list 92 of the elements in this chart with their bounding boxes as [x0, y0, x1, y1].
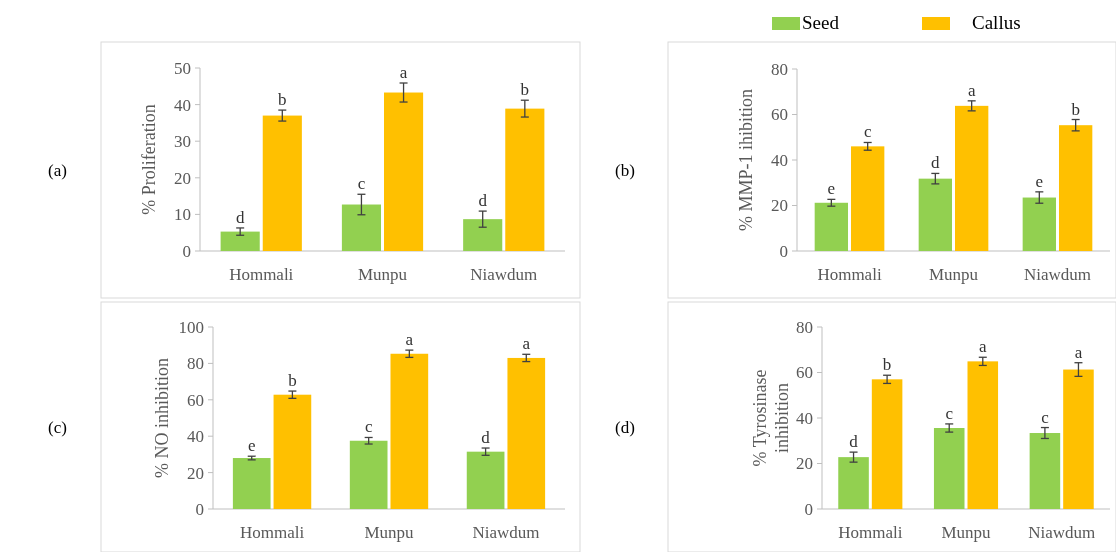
bar — [838, 457, 869, 509]
y-tick-label: 60 — [187, 390, 204, 410]
data-label: a — [405, 330, 414, 350]
bar — [1058, 125, 1093, 251]
data-label: e — [247, 436, 256, 456]
x-tick-label: Hommali — [239, 523, 305, 542]
bar — [918, 178, 952, 251]
y-tick-label: 40 — [187, 427, 204, 447]
data-label: c — [945, 403, 954, 423]
y-tick-label: 20 — [174, 168, 191, 188]
data-label: a — [967, 80, 976, 100]
y-tick-label: 80 — [771, 59, 788, 79]
bar — [273, 394, 312, 509]
y-tick-label: 40 — [796, 408, 813, 428]
text: (b) — [615, 161, 635, 180]
y-tick-label: 50 — [174, 58, 191, 78]
data-label: d — [235, 207, 245, 227]
bar — [384, 92, 424, 251]
bar — [349, 440, 388, 509]
x-tick-label: Niawdum — [1023, 265, 1092, 284]
data-label: b — [278, 90, 287, 110]
data-label: d — [478, 191, 488, 211]
x-tick-label: Munpu — [364, 523, 415, 542]
x-tick-label: Munpu — [941, 523, 992, 542]
legend-label: Seed — [802, 12, 840, 33]
bar — [507, 357, 546, 509]
data-label: a — [1074, 342, 1083, 362]
y-tick-label: 0 — [182, 241, 191, 261]
y-axis-title: % Proliferation — [139, 104, 159, 215]
y-tick-label: 0 — [804, 499, 813, 519]
y-tick-label: 20 — [187, 463, 204, 483]
y-tick-label: 10 — [174, 205, 191, 225]
x-tick-label: Hommali — [838, 523, 903, 542]
data-label: b — [520, 80, 530, 100]
bar — [220, 231, 260, 251]
y-axis-title: % Tyrosinase inhibition — [750, 369, 792, 467]
x-tick-label: Munpu — [357, 265, 408, 284]
data-label: c — [357, 174, 366, 194]
y-tick-label: 0 — [779, 241, 788, 261]
bar — [871, 379, 903, 509]
y-tick-label: 20 — [771, 196, 788, 216]
data-label: d — [481, 428, 491, 448]
y-tick-label: 60 — [796, 363, 813, 383]
bar — [1063, 369, 1094, 509]
data-label: a — [399, 63, 408, 83]
bar — [262, 115, 302, 251]
bar — [814, 202, 849, 251]
y-tick-label: 100 — [178, 317, 204, 337]
x-tick-label: Niawdum — [1028, 523, 1096, 542]
y-tick-label: 80 — [796, 317, 813, 337]
data-label: b — [288, 371, 297, 391]
text: (a) — [48, 161, 67, 180]
data-label: e — [827, 179, 836, 199]
data-label: d — [849, 432, 859, 452]
bar — [232, 458, 271, 509]
data-label: c — [1041, 407, 1050, 427]
text: (d) — [615, 418, 635, 437]
text: (c) — [48, 418, 67, 437]
bar — [1029, 433, 1061, 509]
bar — [466, 451, 505, 509]
data-label: a — [979, 337, 987, 357]
data-label: a — [522, 334, 531, 354]
bar — [967, 361, 999, 509]
data-label: b — [882, 355, 892, 375]
bar — [463, 219, 503, 251]
data-label: c — [364, 417, 373, 437]
bar — [955, 105, 989, 251]
x-tick-label: Munpu — [928, 265, 979, 284]
legend-label: Callus — [972, 12, 1021, 33]
bar — [851, 146, 885, 251]
data-label: c — [863, 122, 872, 142]
data-label: e — [1035, 171, 1044, 191]
data-label: b — [1071, 99, 1080, 119]
y-tick-label: 20 — [796, 454, 813, 474]
bar — [1022, 197, 1056, 251]
bar — [933, 428, 965, 509]
bar — [390, 353, 429, 509]
y-tick-label: 40 — [174, 95, 191, 115]
x-tick-label: Niawdum — [472, 523, 540, 542]
bar — [341, 204, 381, 251]
y-axis-title: % NO inhibition — [152, 358, 172, 478]
x-tick-label: Niawdum — [470, 265, 538, 284]
y-tick-label: 40 — [771, 150, 788, 170]
x-tick-label: Hommali — [229, 265, 294, 284]
y-tick-label: 30 — [174, 132, 191, 152]
y-axis-title: % MMP-1 ihibition — [736, 88, 756, 232]
x-tick-label: Hommali — [817, 265, 882, 284]
bar — [505, 108, 545, 251]
y-tick-label: 80 — [187, 354, 204, 374]
y-tick-label: 0 — [195, 499, 204, 519]
data-label: d — [931, 153, 941, 173]
y-tick-label: 60 — [771, 105, 788, 125]
